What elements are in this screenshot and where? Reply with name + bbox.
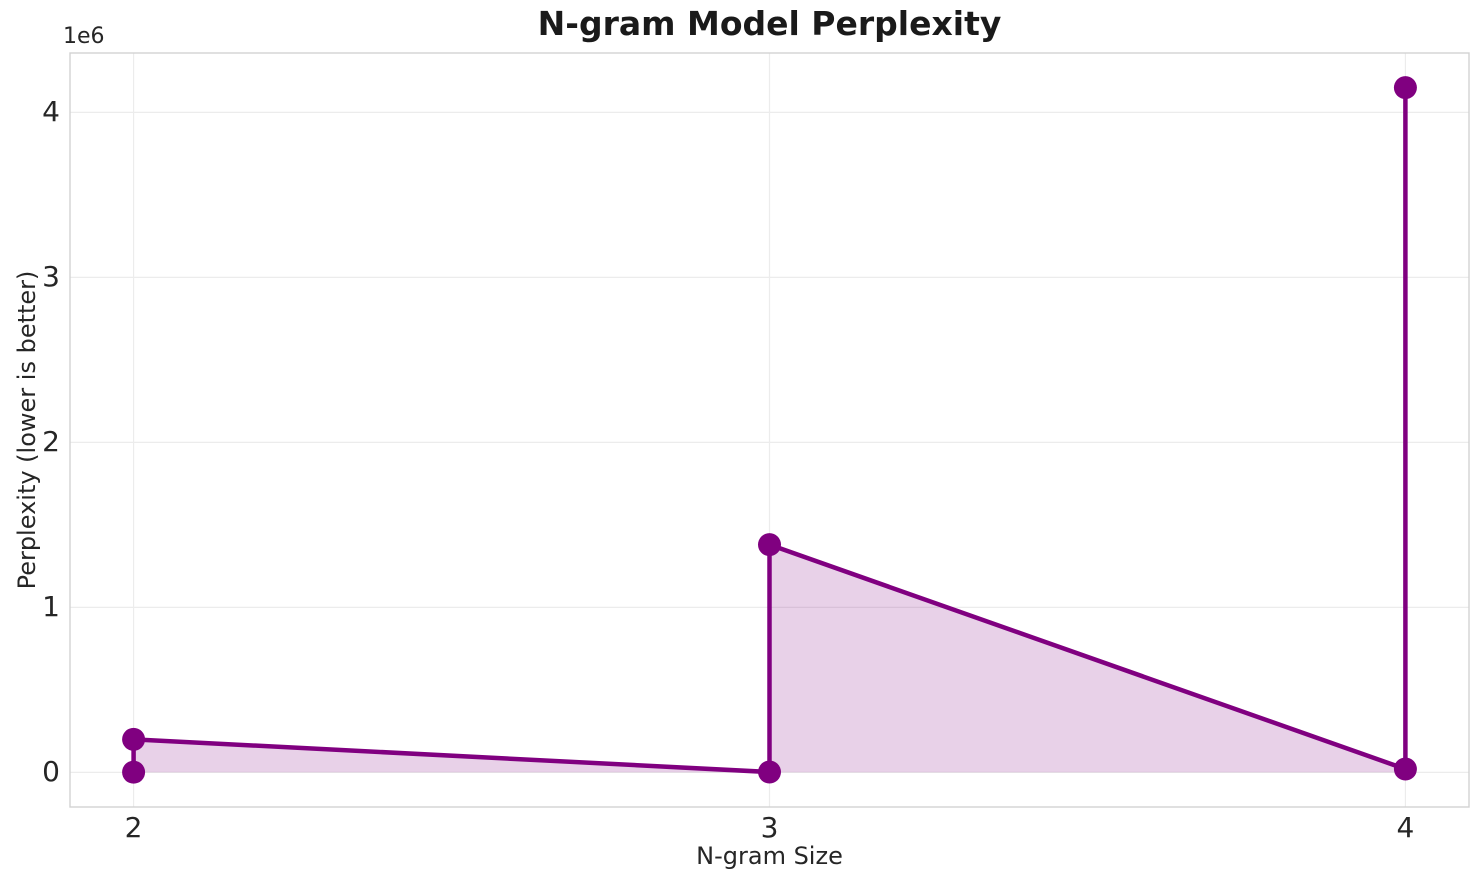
- y-tick-label: 3: [42, 260, 60, 294]
- x-axis-label: N-gram Size: [696, 842, 843, 870]
- y-tick-label: 4: [42, 95, 60, 129]
- y-axis-offset-label: 1e6: [63, 24, 105, 49]
- y-tick-label: 2: [42, 425, 60, 459]
- x-tick-label: 4: [1396, 811, 1415, 844]
- chart-title: N-gram Model Perplexity: [537, 4, 1002, 43]
- data-point-marker: [758, 760, 781, 784]
- data-point-marker: [122, 760, 146, 784]
- x-tick-label: 3: [760, 811, 779, 844]
- y-tick-label: 0: [42, 755, 60, 789]
- plot-border: [69, 52, 1470, 808]
- data-point-marker: [1393, 757, 1417, 781]
- data-point-marker: [758, 533, 781, 557]
- x-tick-label: 2: [124, 811, 143, 844]
- y-tick-label: 1: [42, 590, 60, 624]
- data-point-marker: [122, 727, 146, 751]
- data-point-marker: [1393, 76, 1417, 100]
